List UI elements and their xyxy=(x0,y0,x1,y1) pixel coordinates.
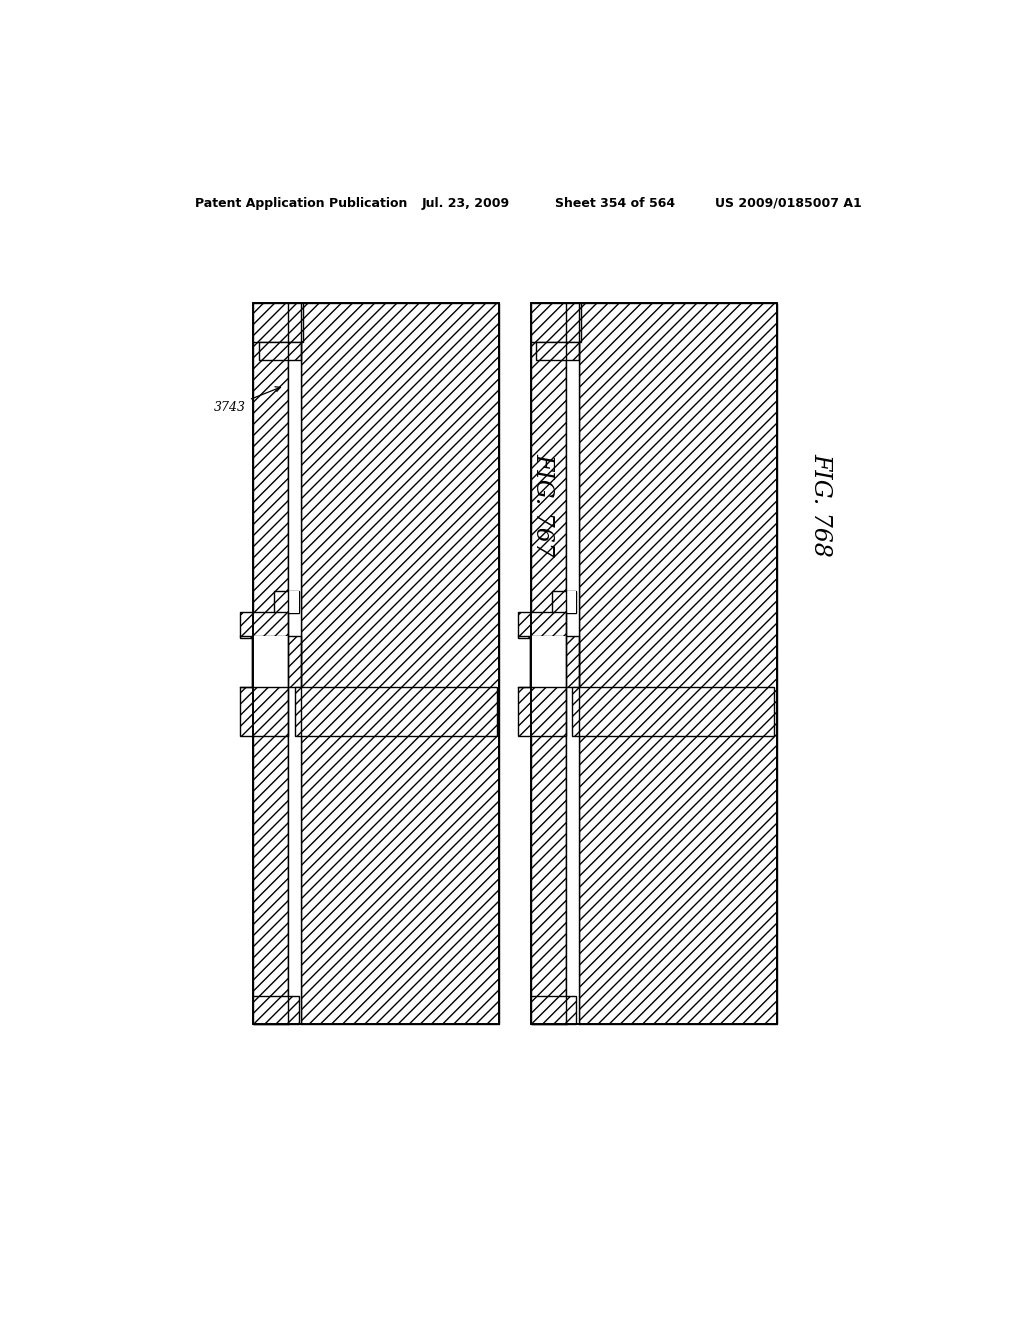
Bar xyxy=(252,636,301,686)
Bar xyxy=(301,302,500,1024)
Bar xyxy=(531,302,777,1024)
Bar xyxy=(531,302,565,1024)
Bar xyxy=(531,302,581,342)
Bar xyxy=(529,636,565,686)
Bar xyxy=(274,591,299,612)
Text: US 2009/0185007 A1: US 2009/0185007 A1 xyxy=(715,197,862,210)
Bar xyxy=(253,302,500,1024)
Bar xyxy=(580,302,777,1024)
Bar xyxy=(240,611,288,639)
Bar xyxy=(252,636,288,686)
Bar xyxy=(253,302,303,342)
Bar xyxy=(552,591,577,612)
Text: FIG. 767: FIG. 767 xyxy=(531,453,555,557)
Bar xyxy=(288,302,301,1024)
Bar xyxy=(288,591,299,612)
Bar xyxy=(531,995,577,1024)
Bar xyxy=(565,302,580,1024)
Bar xyxy=(565,591,577,612)
Bar xyxy=(572,686,774,735)
Text: Sheet 354 of 564: Sheet 354 of 564 xyxy=(555,197,675,210)
Bar xyxy=(258,342,301,360)
Bar xyxy=(295,686,497,735)
Text: 3743: 3743 xyxy=(214,387,281,414)
Bar xyxy=(253,995,299,1024)
Bar xyxy=(529,636,580,686)
Bar xyxy=(517,611,565,639)
Bar xyxy=(517,686,565,735)
Bar xyxy=(240,686,288,735)
Text: FIG. 768: FIG. 768 xyxy=(809,453,833,557)
Bar xyxy=(253,302,288,1024)
Text: Jul. 23, 2009: Jul. 23, 2009 xyxy=(422,197,510,210)
Text: Patent Application Publication: Patent Application Publication xyxy=(196,197,408,210)
Bar xyxy=(537,342,580,360)
